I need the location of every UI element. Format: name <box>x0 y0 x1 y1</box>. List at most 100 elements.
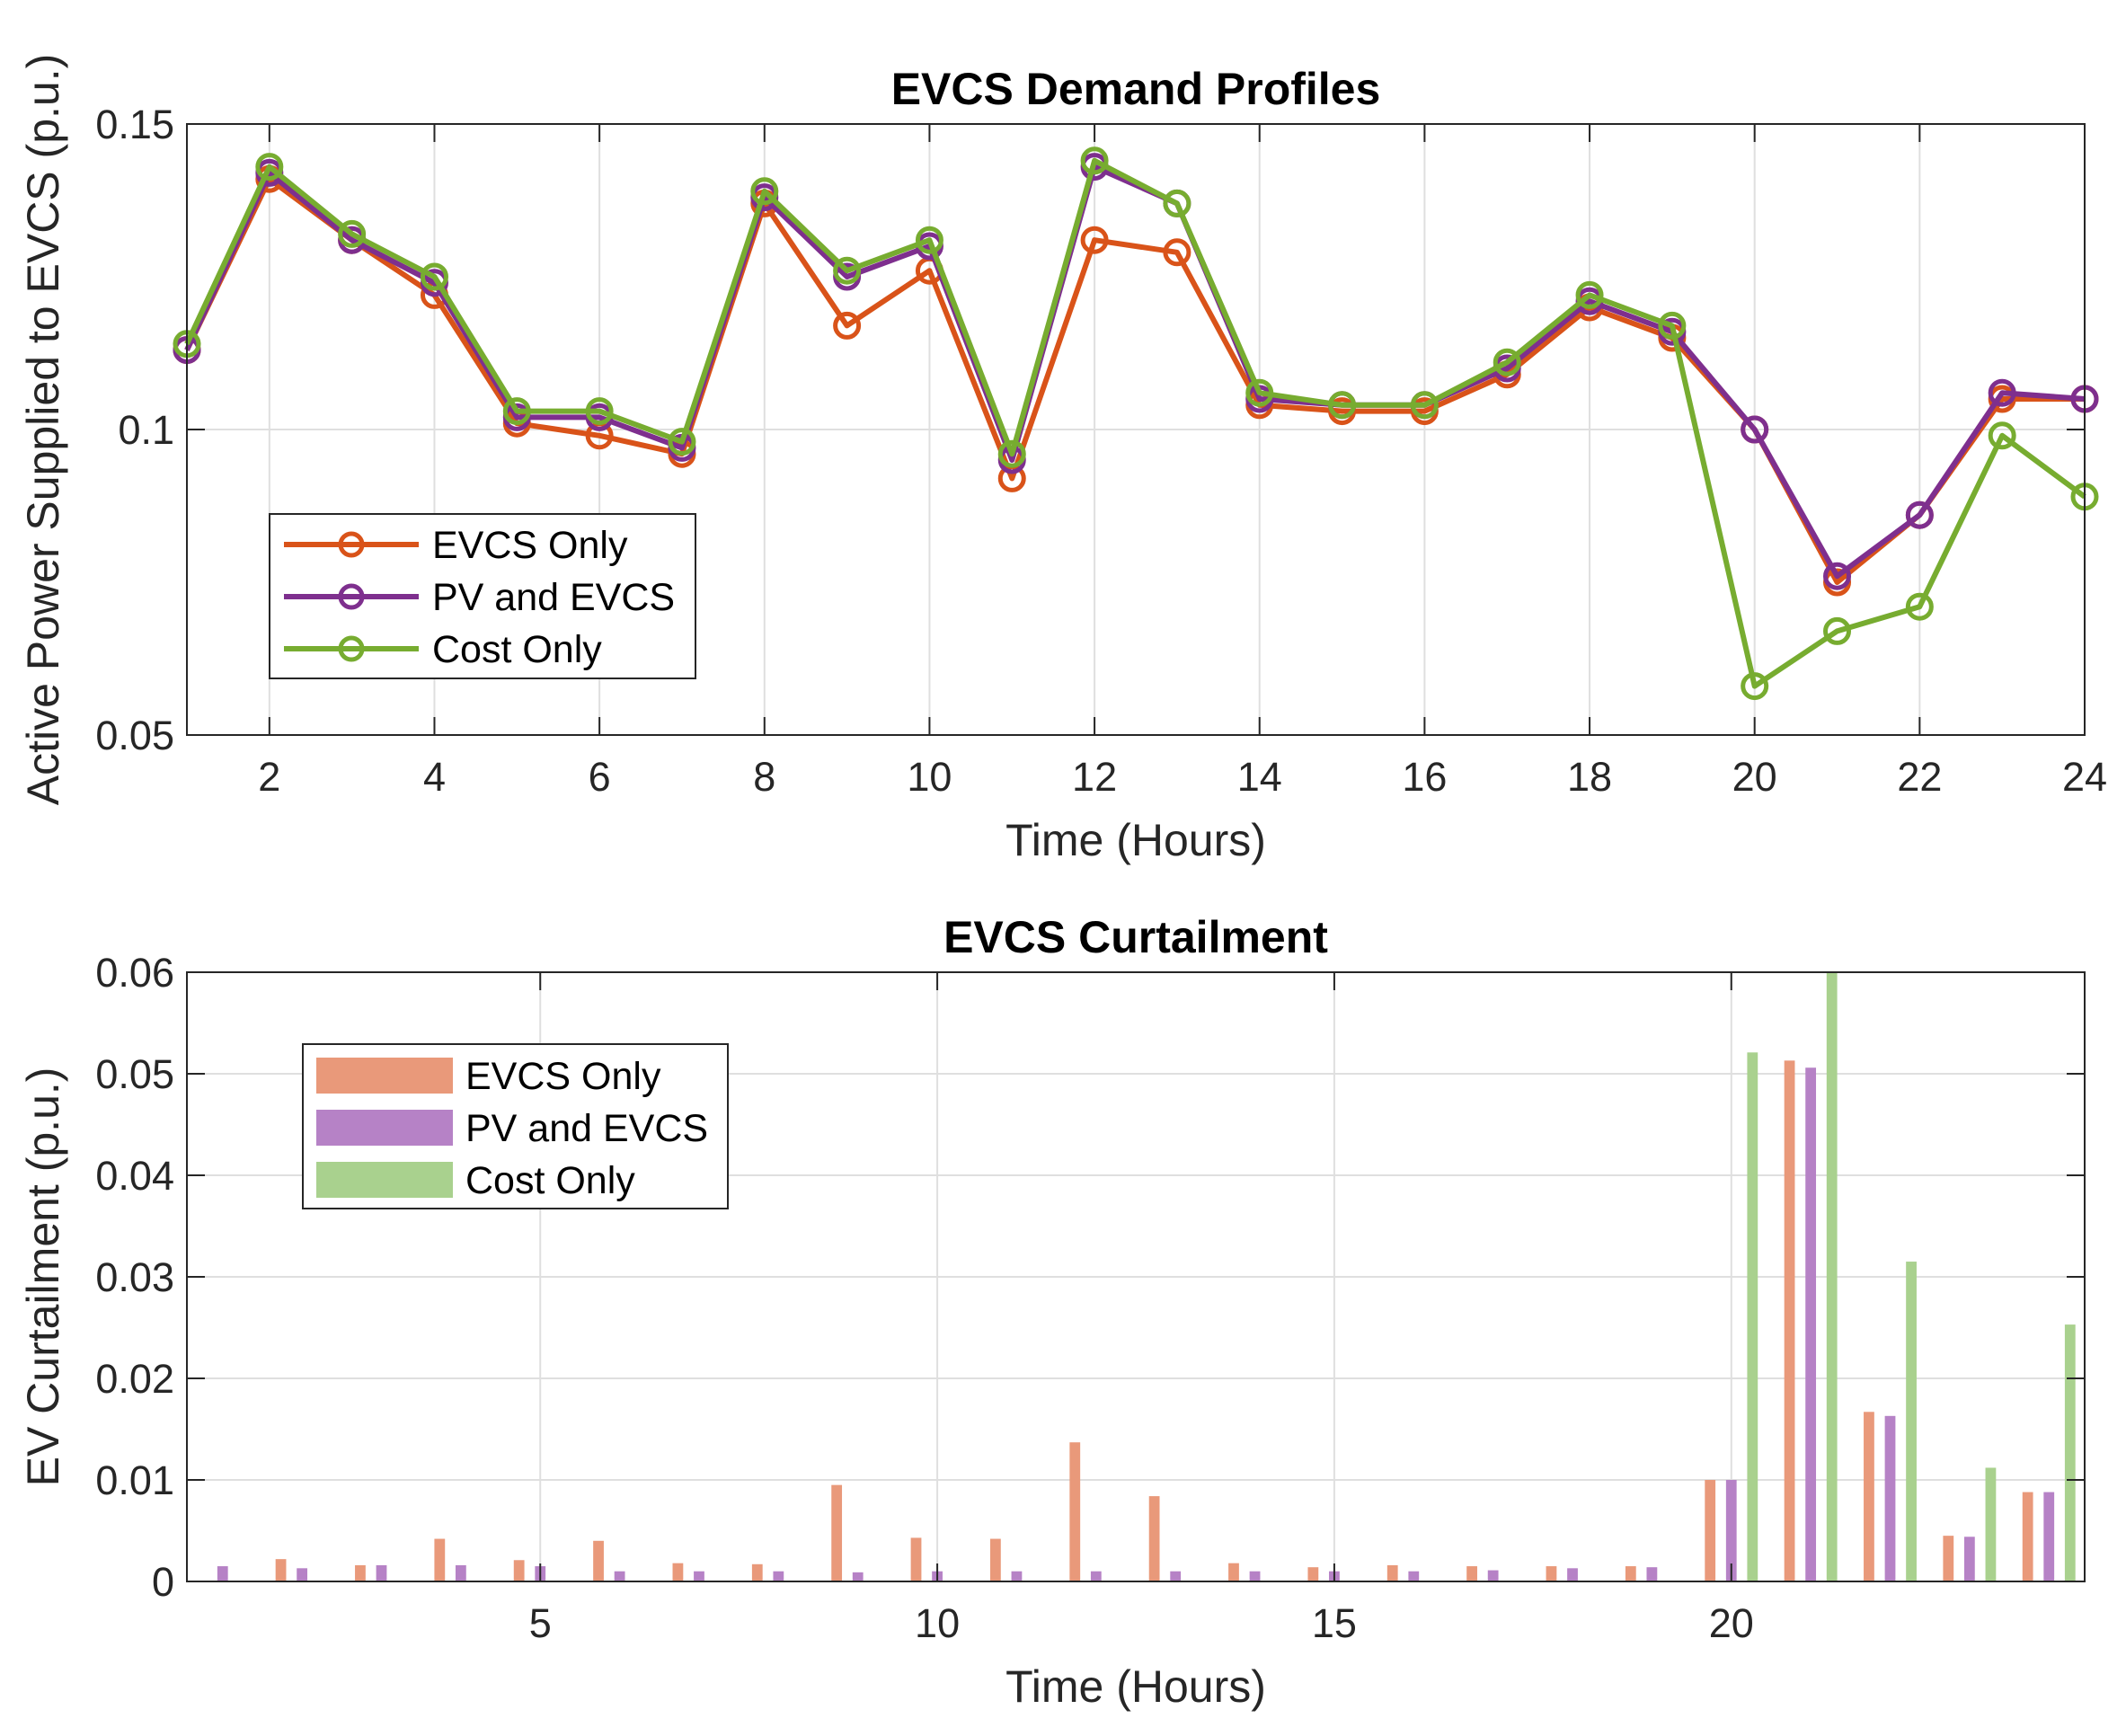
bar-pv-and-evcs-13 <box>1170 1571 1182 1581</box>
point-cost-only-6 <box>585 397 614 426</box>
x-tick-label-12: 12 <box>1072 754 1117 800</box>
bar-pv-and-evcs-6 <box>614 1571 625 1581</box>
bar-pv-and-evcs-7 <box>694 1571 704 1581</box>
legend-label-pv-and-evcs-bar: PV and EVCS <box>465 1107 708 1150</box>
bar-evcs-only-11 <box>989 1538 1001 1581</box>
bar-pv-and-evcs-22 <box>1884 1415 1896 1581</box>
point-cost-only-3 <box>338 219 367 248</box>
legend-entry-evcs-only: EVCS Only <box>284 524 628 567</box>
bar-evcs-only-20 <box>1705 1480 1716 1581</box>
bar-evcs-only-4 <box>434 1538 446 1581</box>
x-tick-label-4: 4 <box>423 754 446 800</box>
demand-profiles-chart: 2 4 6 8 10 12 14 16 18 20 22 240.050.10.15 EVCS Dem… <box>18 54 2107 865</box>
legend-entry-cost-only: Cost Only <box>284 628 602 671</box>
series-cost-only <box>173 146 2099 701</box>
bar-pv-and-evcs-1 <box>217 1566 228 1581</box>
point-pv-and-evcs-22 <box>1905 500 1934 529</box>
bar-pv-and-evcs-14 <box>1249 1571 1261 1581</box>
y-tick-label-6: 0.06 <box>95 950 174 996</box>
bar-pv-and-evcs-2 <box>297 1568 308 1581</box>
line-cost-only <box>184 157 2086 689</box>
point-cost-only-13 <box>1163 189 1191 217</box>
x-tick-label-18: 18 <box>1567 754 1612 800</box>
bar-evcs-only-16 <box>1386 1564 1398 1581</box>
ticks-1: 2 4 6 8 10 12 14 16 18 20 22 240.050.10.15 <box>95 102 2107 800</box>
legend-entry-evcs-only-bar: EVCS Only <box>316 1055 661 1098</box>
x-axis-label-2: Time (Hours) <box>1005 1661 1266 1712</box>
legend-entry-pv-and-evcs-bar: PV and EVCS <box>316 1107 708 1150</box>
bar-pv-and-evcs-8 <box>773 1571 784 1581</box>
bar-cost-only-22 <box>1906 1262 1917 1581</box>
legend-label-pv-and-evcs: PV and EVCS <box>432 576 675 619</box>
chart-title-1: EVCS Demand Profiles <box>891 64 1381 114</box>
bar-pv-and-evcs-4 <box>455 1564 466 1581</box>
bar-evcs-only-3 <box>355 1564 366 1581</box>
point-cost-only-20 <box>1741 672 1769 701</box>
bar-pv-and-evcs-3 <box>376 1564 387 1581</box>
point-cost-only-4 <box>420 262 448 291</box>
legend-marker-cost-only <box>338 635 365 662</box>
legend-swatch-pv-and-evcs <box>316 1110 453 1146</box>
legend-label-cost-only: Cost Only <box>432 628 602 671</box>
point-cost-only-5 <box>502 397 531 426</box>
point-evcs-only-12 <box>1080 226 1109 254</box>
bar-evcs-only-9 <box>831 1484 843 1581</box>
bar-evcs-only-10 <box>910 1537 922 1581</box>
line-pv-and-evcs <box>184 164 2086 580</box>
point-cost-only-22 <box>1905 592 1934 621</box>
point-cost-only-16 <box>1410 391 1439 420</box>
point-cost-only-9 <box>833 256 862 285</box>
bar-evcs-only-21 <box>1784 1060 1795 1581</box>
legend-label-cost-only-bar: Cost Only <box>465 1159 635 1202</box>
y-tick-label-3: 0.03 <box>95 1254 174 1300</box>
bar-cost-only-23 <box>1985 1467 1997 1581</box>
bar-evcs-only-22 <box>1864 1412 1874 1581</box>
point-cost-only-15 <box>1328 391 1357 420</box>
bar-evcs-only-7 <box>672 1563 684 1581</box>
bar-evcs-only-5 <box>513 1560 525 1581</box>
bar-evcs-only-24 <box>2022 1492 2033 1581</box>
y-tick-label-4: 0.04 <box>95 1153 174 1199</box>
x-tick-label-20: 20 <box>1709 1600 1754 1646</box>
legend-entry-cost-only-bar: Cost Only <box>316 1159 635 1202</box>
bar-evcs-only-23 <box>1943 1536 1954 1581</box>
point-pv-and-evcs-21 <box>1823 562 1852 590</box>
bar-pv-and-evcs-16 <box>1408 1571 1420 1581</box>
bar-evcs-only-19 <box>1625 1566 1636 1581</box>
y-tick-label-1: 0.01 <box>95 1457 174 1503</box>
bars-cost-only <box>1747 972 2076 1581</box>
point-cost-only-12 <box>1080 146 1109 175</box>
y-tick-label-2: 0.02 <box>95 1356 174 1402</box>
legend-label-evcs-only: EVCS Only <box>432 524 628 567</box>
legend-entry-pv-and-evcs: PV and EVCS <box>284 576 675 619</box>
point-cost-only-19 <box>1658 311 1687 340</box>
point-cost-only-14 <box>1245 378 1274 407</box>
x-tick-label-5: 5 <box>529 1600 552 1646</box>
x-tick-label-16: 16 <box>1402 754 1447 800</box>
x-tick-label-15: 15 <box>1312 1600 1357 1646</box>
y-axis-label-2: EV Curtailment (p.u.) <box>18 1067 68 1487</box>
series-1 <box>173 146 2099 701</box>
point-cost-only-10 <box>915 226 943 254</box>
bar-pv-and-evcs-12 <box>1090 1571 1102 1581</box>
y-tick-label-0: 0 <box>152 1559 174 1605</box>
bar-evcs-only-18 <box>1546 1566 1557 1581</box>
legend-marker-pv-and-evcs <box>338 583 365 610</box>
bar-cost-only-20 <box>1747 1052 1758 1581</box>
bars-pv-and-evcs <box>217 1067 2055 1581</box>
point-pv-and-evcs-23 <box>1988 378 2016 407</box>
x-tick-label-14: 14 <box>1237 754 1282 800</box>
y-tick-label-5: 0.05 <box>95 1051 174 1097</box>
bar-evcs-only-14 <box>1228 1563 1239 1581</box>
legend-marker-evcs-only <box>338 531 365 558</box>
point-cost-only-17 <box>1493 348 1521 376</box>
legend-1: EVCS Only PV and EVCS Cost Only <box>269 513 696 679</box>
bar-evcs-only-8 <box>751 1563 763 1581</box>
bar-pv-and-evcs-11 <box>1011 1571 1023 1581</box>
x-tick-label-10: 10 <box>915 1600 960 1646</box>
bar-evcs-only-17 <box>1466 1566 1477 1581</box>
y-tick-label-1: 0.1 <box>118 407 174 453</box>
bar-pv-and-evcs-21 <box>1805 1067 1817 1581</box>
bar-evcs-only-12 <box>1069 1442 1081 1581</box>
